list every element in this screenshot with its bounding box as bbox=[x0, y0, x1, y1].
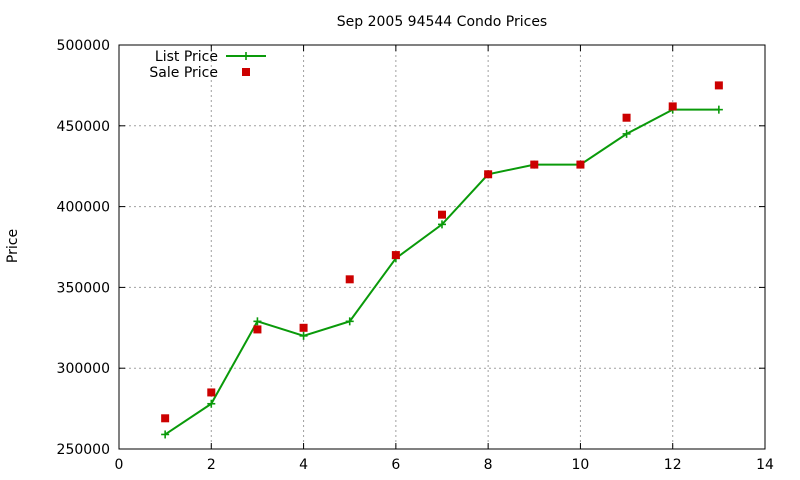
sale-price-point bbox=[161, 414, 170, 423]
legend-square-marker bbox=[242, 68, 250, 76]
sale-price-point bbox=[576, 160, 585, 169]
sale-price-point bbox=[668, 102, 677, 111]
x-tick-label: 14 bbox=[756, 457, 774, 473]
list-price-point bbox=[345, 317, 354, 326]
x-tick-label: 2 bbox=[207, 457, 216, 473]
y-tick-label: 350000 bbox=[57, 280, 110, 296]
list-price-point bbox=[714, 105, 723, 114]
plot-area bbox=[161, 81, 723, 439]
grid bbox=[119, 45, 765, 449]
sale-price-point bbox=[391, 251, 400, 260]
sale-price-point bbox=[622, 113, 631, 122]
axes: 0 2 4 6 8 10 12 14 250000 300000 350000 400000 45000… bbox=[57, 38, 774, 473]
x-tick-label: 4 bbox=[299, 457, 308, 473]
x-tick-label: 10 bbox=[572, 457, 590, 473]
list-price-point bbox=[253, 317, 262, 326]
sale-price-point bbox=[714, 81, 723, 90]
x-tick-label: 8 bbox=[484, 457, 493, 473]
sale-price-point bbox=[207, 388, 216, 397]
plot-frame bbox=[118, 44, 766, 450]
sale-price-point bbox=[299, 323, 308, 332]
x-tick-label: 0 bbox=[115, 457, 124, 473]
list-price-point bbox=[438, 220, 446, 229]
y-tick-label: 500000 bbox=[57, 38, 110, 54]
list-price-point bbox=[622, 129, 631, 138]
x-tick-label: 6 bbox=[391, 457, 400, 473]
x-tick-label: 12 bbox=[664, 457, 682, 473]
list-price-point bbox=[161, 430, 170, 439]
sale-price-point bbox=[484, 170, 493, 179]
sale-price-point bbox=[530, 160, 539, 169]
y-tick-label: 250000 bbox=[57, 442, 110, 458]
list-price-point bbox=[207, 399, 216, 408]
y-tick-label: 400000 bbox=[57, 200, 110, 216]
sale-price-point bbox=[253, 325, 262, 334]
sale-price-point bbox=[438, 210, 446, 219]
list-price-point bbox=[299, 331, 308, 340]
legend-label: Sale Price bbox=[149, 65, 218, 81]
y-tick-label: 450000 bbox=[57, 119, 110, 135]
y-tick-label: 300000 bbox=[57, 361, 110, 377]
legend-plus-marker bbox=[242, 52, 250, 60]
chart-title: Sep 2005 94544 Condo Prices bbox=[337, 14, 547, 30]
sale-price-point bbox=[345, 275, 354, 284]
list-price-line bbox=[164, 108, 719, 436]
y-axis-label: Price bbox=[5, 229, 21, 263]
legend-label: List Price bbox=[155, 49, 218, 65]
